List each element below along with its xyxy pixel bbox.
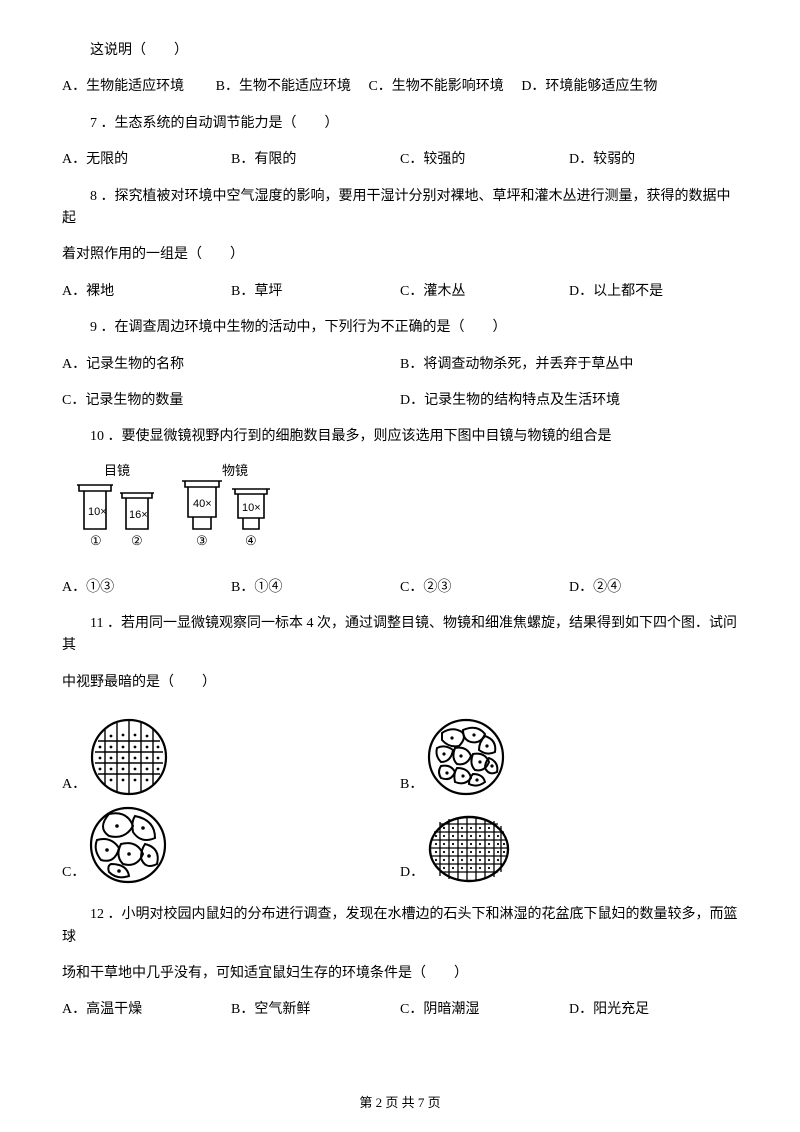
q9-opt-d: D．记录生物的结构特点及生活环境	[400, 390, 738, 412]
q6-opt-d: D．环境能够适应生物	[521, 79, 657, 94]
mag-10x-1: 10×	[88, 506, 107, 518]
cell-view-d	[428, 814, 510, 884]
q12-opt-d: D．阳光充足	[569, 999, 738, 1021]
q11-opt-a: A．	[62, 774, 86, 796]
q9-options-cd: C．记录生物的数量 D．记录生物的结构特点及生活环境	[62, 390, 738, 412]
q12-opt-c: C．阴暗潮湿	[400, 999, 569, 1021]
lens-diagram-svg: 目镜 物镜 10× ① 16× ② 40× ③ 10×	[62, 463, 292, 563]
q10-diagram: 目镜 物镜 10× ① 16× ② 40× ③ 10×	[62, 463, 738, 563]
q9-opt-b: B．将调查动物杀死，并丢弃于草丛中	[400, 354, 738, 376]
q6-options: A．生物能适应环境 B．生物不能适应环境 C．生物不能影响环境 D．环境能够适应…	[62, 76, 738, 98]
q11-opt-d: D．	[400, 862, 424, 884]
label-objective: 物镜	[222, 463, 248, 478]
q8-stem-1: 8 ．探究植被对环境中空气湿度的影响，要用干湿计分别对裸地、草坪和灌木丛进行测量…	[62, 186, 738, 231]
q9-stem: 9 ．在调查周边环境中生物的活动中，下列行为不正确的是（ ）	[62, 317, 738, 339]
cell-view-c	[89, 806, 167, 884]
num-1: ①	[90, 533, 102, 548]
q7-options: A．无限的 B．有限的 C．较强的 D．较弱的	[62, 149, 738, 171]
q10-options: A．①③ B．①④ C．②③ D．②④	[62, 577, 738, 599]
q6-opt-a: A．生物能适应环境	[62, 79, 184, 94]
q11-opt-c: C．	[62, 862, 85, 884]
label-eyepiece: 目镜	[104, 463, 130, 478]
q9-opt-c: C．记录生物的数量	[62, 390, 400, 412]
mag-40x: 40×	[193, 498, 212, 510]
q11-row-ab: A． B．	[62, 718, 738, 796]
q8-opt-b: B．草坪	[231, 281, 400, 303]
mag-10x-2: 10×	[242, 502, 261, 514]
cell-view-b	[427, 718, 505, 796]
q7-stem: 7 ．生态系统的自动调节能力是（ ）	[62, 113, 738, 135]
q8-opt-c: C．灌木丛	[400, 281, 569, 303]
q6-intro: 这说明（ ）	[62, 40, 738, 62]
num-3: ③	[196, 533, 208, 548]
q7-opt-d: D．较弱的	[569, 149, 738, 171]
q10-opt-d: D．②④	[569, 577, 738, 599]
q7-opt-a: A．无限的	[62, 149, 231, 171]
q7-opt-b: B．有限的	[231, 149, 400, 171]
num-2: ②	[131, 533, 143, 548]
q10-stem: 10 ．要使显微镜视野内行到的细胞数目最多，则应该选用下图中目镜与物镜的组合是	[62, 426, 738, 448]
q11-stem-1: 11 ．若用同一显微镜观察同一标本 4 次，通过调整目镜、物镜和细准焦螺旋，结果…	[62, 613, 738, 658]
q12-opt-a: A．高温干燥	[62, 999, 231, 1021]
q12-opt-b: B．空气新鲜	[231, 999, 400, 1021]
q10-opt-c: C．②③	[400, 577, 569, 599]
q10-opt-b: B．①④	[231, 577, 400, 599]
q11-stem-2: 中视野最暗的是（ ）	[62, 672, 738, 694]
q12-stem-2: 场和干草地中几乎没有，可知适宜鼠妇生存的环境条件是（ ）	[62, 963, 738, 985]
q6-opt-b: B．生物不能适应环境	[216, 79, 351, 94]
q11-opt-b: B．	[400, 774, 423, 796]
q9-opt-a: A．记录生物的名称	[62, 354, 400, 376]
q6-opt-c: C．生物不能影响环境	[368, 79, 503, 94]
q12-options: A．高温干燥 B．空气新鲜 C．阴暗潮湿 D．阳光充足	[62, 999, 738, 1021]
num-4: ④	[245, 533, 257, 548]
exam-page: 这说明（ ） A．生物能适应环境 B．生物不能适应环境 C．生物不能影响环境 D…	[0, 0, 800, 1022]
q9-options-ab: A．记录生物的名称 B．将调查动物杀死，并丢弃于草丛中	[62, 354, 738, 376]
q8-options: A．裸地 B．草坪 C．灌木丛 D．以上都不是	[62, 281, 738, 303]
q8-opt-d: D．以上都不是	[569, 281, 738, 303]
page-footer: 第 2 页 共 7 页	[0, 1092, 800, 1111]
q12-stem-1: 12 ．小明对校园内鼠妇的分布进行调查，发现在水槽边的石头下和淋湿的花盆底下鼠妇…	[62, 904, 738, 949]
q10-opt-a: A．①③	[62, 577, 231, 599]
q7-opt-c: C．较强的	[400, 149, 569, 171]
q8-stem-2: 着对照作用的一组是（ ）	[62, 244, 738, 266]
mag-16x: 16×	[129, 509, 148, 521]
q11-row-cd: C． D．	[62, 806, 738, 884]
cell-view-a	[90, 718, 168, 796]
q8-opt-a: A．裸地	[62, 281, 231, 303]
